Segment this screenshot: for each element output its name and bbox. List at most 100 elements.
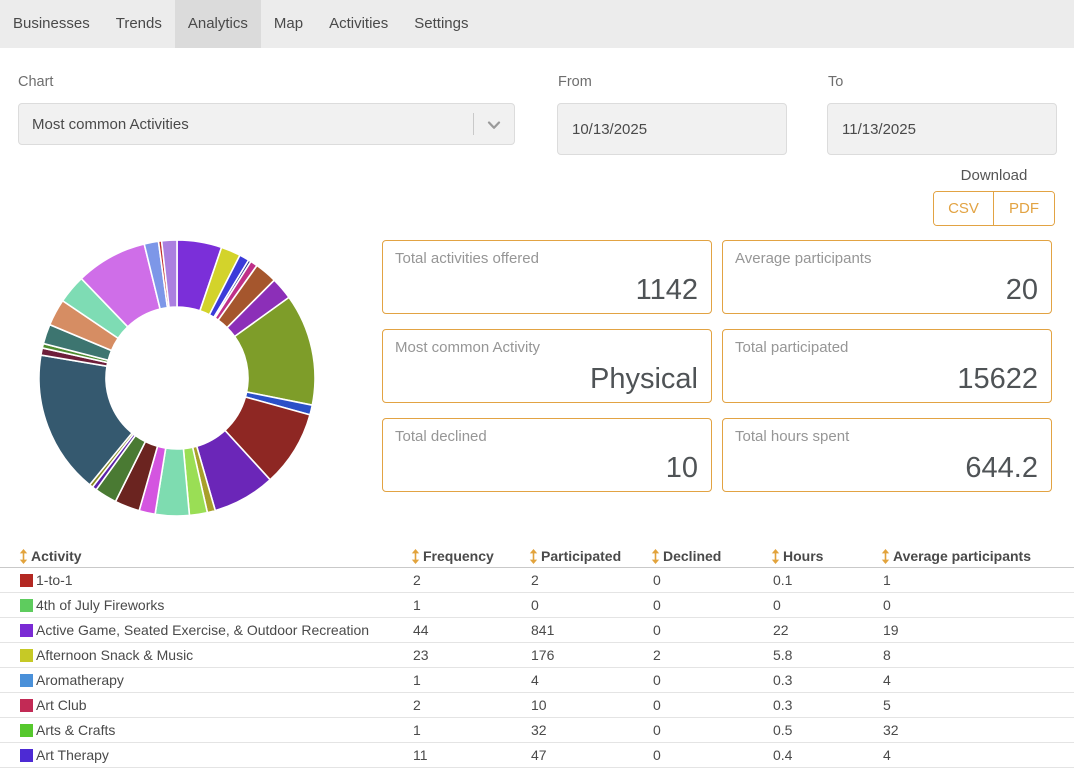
to-date-input[interactable]: 11/13/2025 <box>827 103 1057 155</box>
table-row[interactable]: 4th of July Fireworks 1 0 0 0 0 <box>0 593 1074 618</box>
from-date-input[interactable]: 10/13/2025 <box>557 103 787 155</box>
stat-card-label: Average participants <box>735 250 872 267</box>
table-header-row: Activity Frequency Participated Declined Hou… <box>0 545 1074 568</box>
download-pdf-button[interactable]: PDF <box>994 192 1054 225</box>
table-cell: 22 <box>773 622 789 638</box>
table-cell: 0 <box>883 597 891 613</box>
table-row[interactable]: Active Game, Seated Exercise, & Outdoor … <box>0 618 1074 643</box>
column-header-participated[interactable]: Participated <box>528 548 650 564</box>
download-csv-button[interactable]: CSV <box>934 192 994 225</box>
activity-name: Aromatherapy <box>36 672 124 688</box>
table-cell: 0 <box>653 722 661 738</box>
table-cell: 0.5 <box>773 722 793 738</box>
donut-segment[interactable] <box>160 239 178 309</box>
table-cell: 0 <box>653 672 661 688</box>
stat-card: Average participants 20 <box>722 240 1052 314</box>
table-cell: 1 <box>413 722 421 738</box>
sort-icon[interactable] <box>18 548 29 564</box>
table-cell: 0 <box>653 597 661 613</box>
download-section: Download CSV PDF <box>933 167 1055 226</box>
column-header-label: Average participants <box>893 548 1031 564</box>
activity-name: Arts & Crafts <box>36 722 116 738</box>
activity-color-swatch <box>20 748 33 762</box>
table-cell: 23 <box>413 647 429 663</box>
activity-color-swatch <box>20 573 33 587</box>
table-cell: 0 <box>531 597 539 613</box>
stat-card-value: 20 <box>1005 274 1038 306</box>
to-date-value: 11/13/2025 <box>842 120 916 138</box>
table-row[interactable]: Afternoon Snack & Music 23 176 2 5.8 8 <box>0 643 1074 668</box>
stat-card-value: 644.2 <box>965 452 1038 484</box>
stat-card-label: Total hours spent <box>735 428 850 445</box>
summary-stat-cards: Total activities offered 1142 Average part… <box>382 240 1052 492</box>
table-cell: 19 <box>883 622 899 638</box>
chart-select[interactable]: Most common Activities <box>18 103 515 145</box>
table-cell: 176 <box>531 647 555 663</box>
stat-card-label: Total activities offered <box>395 250 539 267</box>
tab-activities[interactable]: Activities <box>329 15 389 32</box>
sort-icon[interactable] <box>770 548 781 564</box>
sort-icon[interactable] <box>880 548 891 564</box>
column-header-hours[interactable]: Hours <box>770 548 880 564</box>
stat-card-label: Total declined <box>395 428 487 445</box>
tab-analytics[interactable]: Analytics <box>174 0 261 48</box>
activity-name: Active Game, Seated Exercise, & Outdoor … <box>36 622 370 638</box>
table-row[interactable]: Art Club 2 10 0 0.3 5 <box>0 693 1074 718</box>
table-cell: 4 <box>883 672 891 688</box>
chevron-down-icon <box>487 121 501 129</box>
stat-card-label: Most common Activity <box>395 339 541 356</box>
table-cell: 11 <box>413 747 428 763</box>
stat-card: Total declined 10 <box>382 418 712 492</box>
stat-card: Total hours spent 644.2 <box>722 418 1052 492</box>
table-cell: 2 <box>413 697 421 713</box>
table-cell: 32 <box>883 722 899 738</box>
tab-settings[interactable]: Settings <box>414 15 469 32</box>
stat-card: Total activities offered 1142 <box>382 240 712 314</box>
table-cell: 0 <box>653 697 661 713</box>
column-header-label: Activity <box>31 548 82 564</box>
top-tab-bar: Businesses Trends Analytics Map Activities Se… <box>0 0 1074 48</box>
tab-map[interactable]: Map <box>273 15 304 32</box>
column-header-frequency[interactable]: Frequency <box>410 548 528 564</box>
activity-color-swatch <box>20 723 33 737</box>
column-header-average-participants[interactable]: Average participants <box>880 548 1074 564</box>
activity-color-swatch <box>20 623 33 637</box>
from-date-value: 10/13/2025 <box>572 120 648 138</box>
table-row[interactable]: Aromatherapy 1 4 0 0.3 4 <box>0 668 1074 693</box>
column-header-declined[interactable]: Declined <box>650 548 770 564</box>
table-row[interactable]: Arts & Crafts 1 32 0 0.5 32 <box>0 718 1074 743</box>
table-row[interactable]: 1-to-1 2 2 0 0.1 1 <box>0 568 1074 593</box>
table-cell: 8 <box>883 647 891 663</box>
tab-trends[interactable]: Trends <box>115 15 162 32</box>
table-cell: 2 <box>413 572 421 588</box>
stat-card-value: 15622 <box>957 363 1038 395</box>
download-button-group: CSV PDF <box>933 191 1055 226</box>
stat-card-value: Physical <box>590 363 698 395</box>
table-cell: 1 <box>413 672 421 688</box>
sort-icon[interactable] <box>410 548 421 564</box>
column-header-label: Hours <box>783 548 824 564</box>
table-cell: 0.3 <box>773 672 793 688</box>
activity-name: Afternoon Snack & Music <box>36 647 194 663</box>
tab-businesses[interactable]: Businesses <box>13 15 90 32</box>
sort-icon[interactable] <box>528 548 539 564</box>
activity-color-swatch <box>20 698 33 712</box>
activity-name: Art Therapy <box>36 747 109 763</box>
table-cell: 0.1 <box>773 572 793 588</box>
activity-color-swatch <box>20 673 33 687</box>
activities-table: Activity Frequency Participated Declined Hou… <box>0 545 1074 768</box>
activities-donut-chart[interactable] <box>37 238 317 518</box>
to-date-label: To <box>828 74 844 90</box>
table-cell: 1 <box>883 572 891 588</box>
activity-color-swatch <box>20 648 33 662</box>
column-header-activity[interactable]: Activity <box>0 548 410 564</box>
activity-name: 1-to-1 <box>36 572 73 588</box>
table-cell: 0 <box>653 747 661 763</box>
table-cell: 0 <box>773 597 781 613</box>
sort-icon[interactable] <box>650 548 661 564</box>
chart-select-label: Chart <box>18 74 54 90</box>
table-row[interactable]: Art Therapy 11 47 0 0.4 4 <box>0 743 1074 768</box>
from-date-label: From <box>558 74 592 90</box>
table-cell: 0 <box>653 622 661 638</box>
table-cell: 10 <box>531 697 547 713</box>
